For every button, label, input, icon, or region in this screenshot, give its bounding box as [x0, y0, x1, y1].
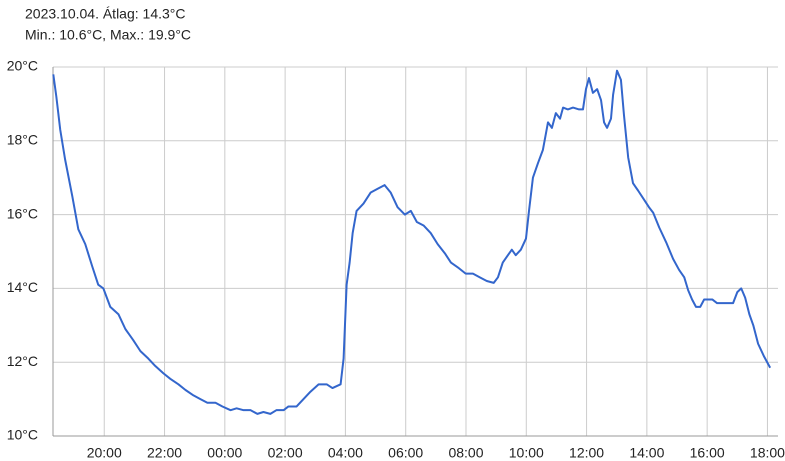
x-tick-label: 16:00: [690, 445, 725, 461]
y-tick-label: 20°C: [7, 58, 38, 74]
x-tick-label: 22:00: [147, 445, 182, 461]
x-tick-label: 02:00: [268, 445, 303, 461]
x-tick-label: 14:00: [629, 445, 664, 461]
y-tick-label: 12°C: [7, 353, 38, 369]
y-tick-label: 10°C: [7, 427, 38, 443]
temperature-line: [52, 69, 772, 415]
x-tick-label: 08:00: [448, 445, 483, 461]
x-tick-label: 00:00: [207, 445, 242, 461]
x-tick-label: 12:00: [569, 445, 604, 461]
x-tick-label: 18:00: [750, 445, 785, 461]
x-tick-label: 04:00: [328, 445, 363, 461]
x-tick-label: 20:00: [87, 445, 122, 461]
y-tick-label: 16°C: [7, 205, 38, 221]
y-tick-label: 14°C: [7, 279, 38, 295]
x-tick-label: 06:00: [388, 445, 423, 461]
chart-subtitle: Min.: 10.6°C, Max.: 19.9°C: [25, 27, 191, 43]
y-tick-label: 18°C: [7, 132, 38, 148]
x-tick-label: 10:00: [509, 445, 544, 461]
chart-title: 2023.10.04. Átlag: 14.3°C: [25, 6, 186, 22]
